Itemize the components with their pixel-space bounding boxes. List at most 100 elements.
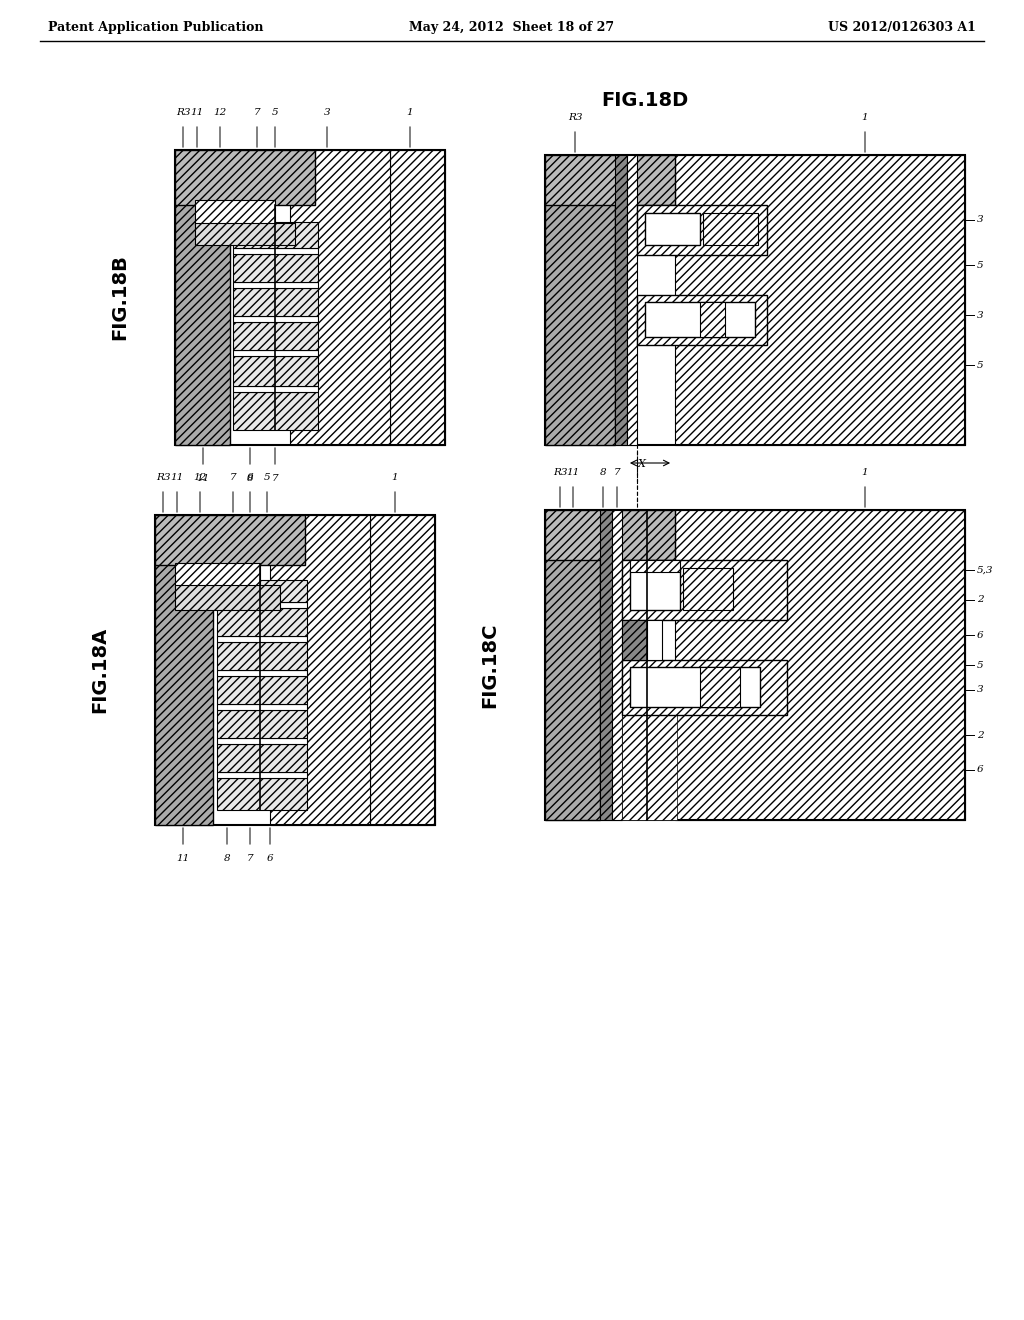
Text: FIG.18C: FIG.18C bbox=[480, 622, 500, 708]
Bar bbox=[217, 777, 307, 810]
Bar bbox=[637, 294, 767, 345]
Bar bbox=[545, 154, 965, 445]
Bar bbox=[622, 560, 787, 620]
Text: 5,3: 5,3 bbox=[977, 565, 993, 574]
Bar bbox=[627, 154, 637, 445]
Text: 8: 8 bbox=[223, 854, 230, 863]
Text: 12: 12 bbox=[213, 108, 226, 117]
Bar bbox=[217, 642, 307, 671]
Text: 1: 1 bbox=[392, 473, 398, 482]
Text: 12: 12 bbox=[194, 473, 207, 482]
Bar bbox=[175, 150, 315, 205]
Bar bbox=[217, 772, 307, 777]
Text: 5: 5 bbox=[271, 108, 279, 117]
Text: May 24, 2012  Sheet 18 of 27: May 24, 2012 Sheet 18 of 27 bbox=[410, 21, 614, 33]
Text: 6: 6 bbox=[977, 766, 984, 775]
Text: 7: 7 bbox=[229, 473, 237, 482]
Text: 5: 5 bbox=[264, 473, 270, 482]
Bar bbox=[233, 315, 318, 322]
Bar bbox=[217, 738, 307, 744]
Bar bbox=[683, 568, 733, 610]
Bar bbox=[217, 710, 307, 738]
Bar bbox=[637, 205, 767, 255]
Bar bbox=[175, 585, 280, 610]
Bar bbox=[155, 515, 435, 825]
Bar bbox=[233, 392, 318, 430]
Bar bbox=[630, 667, 760, 708]
Text: 1: 1 bbox=[861, 469, 868, 477]
Bar bbox=[700, 667, 740, 708]
Text: 2: 2 bbox=[977, 730, 984, 739]
Text: 11: 11 bbox=[190, 108, 204, 117]
Text: FIG.18B: FIG.18B bbox=[111, 255, 129, 341]
Bar bbox=[233, 253, 318, 282]
Text: 11: 11 bbox=[197, 474, 210, 483]
Bar bbox=[622, 660, 787, 715]
Text: Patent Application Publication: Patent Application Publication bbox=[48, 21, 263, 33]
Bar bbox=[217, 609, 307, 636]
Bar bbox=[217, 676, 307, 704]
Text: 1: 1 bbox=[407, 108, 414, 117]
Text: 3: 3 bbox=[977, 685, 984, 694]
Bar bbox=[175, 150, 230, 445]
Bar bbox=[217, 579, 307, 602]
Text: R3: R3 bbox=[553, 469, 567, 477]
Text: 5: 5 bbox=[977, 660, 984, 669]
Bar bbox=[647, 620, 662, 660]
Bar bbox=[233, 385, 318, 392]
Bar bbox=[700, 302, 725, 337]
Bar bbox=[175, 150, 445, 445]
Text: 7: 7 bbox=[613, 469, 621, 477]
Bar bbox=[175, 564, 260, 587]
Bar bbox=[645, 213, 700, 246]
Bar bbox=[217, 671, 307, 676]
Text: 1: 1 bbox=[861, 114, 868, 121]
Bar bbox=[233, 356, 318, 385]
Bar bbox=[233, 350, 318, 356]
Bar bbox=[630, 560, 680, 572]
Bar bbox=[233, 222, 318, 248]
Bar bbox=[545, 510, 675, 560]
Bar bbox=[290, 150, 390, 445]
Bar bbox=[217, 704, 307, 710]
Text: 11: 11 bbox=[176, 854, 189, 863]
Text: 2: 2 bbox=[977, 595, 984, 605]
Bar bbox=[217, 636, 307, 642]
Text: 5: 5 bbox=[977, 260, 984, 269]
Text: X: X bbox=[638, 459, 646, 469]
Bar bbox=[675, 154, 965, 445]
Text: 5: 5 bbox=[977, 360, 984, 370]
Bar bbox=[195, 201, 275, 224]
Text: 3: 3 bbox=[977, 310, 984, 319]
Bar bbox=[217, 744, 307, 772]
Bar bbox=[545, 154, 675, 205]
Bar bbox=[233, 288, 318, 315]
Text: FIG.18D: FIG.18D bbox=[601, 91, 688, 110]
Bar bbox=[233, 282, 318, 288]
Bar bbox=[622, 620, 647, 660]
Text: 8: 8 bbox=[247, 474, 253, 483]
Text: 3: 3 bbox=[977, 215, 984, 224]
Text: US 2012/0126303 A1: US 2012/0126303 A1 bbox=[828, 21, 976, 33]
Text: 7: 7 bbox=[271, 474, 279, 483]
Text: 7: 7 bbox=[247, 854, 253, 863]
Bar bbox=[612, 510, 622, 820]
Text: R3: R3 bbox=[176, 108, 190, 117]
Text: 11: 11 bbox=[566, 469, 580, 477]
Text: R3: R3 bbox=[156, 473, 170, 482]
Text: R3: R3 bbox=[567, 114, 583, 121]
Text: 6: 6 bbox=[977, 631, 984, 639]
Bar bbox=[270, 515, 370, 825]
Bar bbox=[703, 213, 758, 246]
Text: 6: 6 bbox=[266, 854, 273, 863]
Bar bbox=[195, 223, 295, 246]
Bar bbox=[545, 510, 965, 820]
Bar bbox=[217, 602, 307, 609]
Text: FIG.18A: FIG.18A bbox=[90, 627, 110, 713]
Text: 3: 3 bbox=[324, 108, 331, 117]
Bar bbox=[630, 568, 680, 610]
Text: 11: 11 bbox=[170, 473, 183, 482]
Bar bbox=[622, 715, 677, 820]
Bar bbox=[645, 302, 755, 337]
Text: 6: 6 bbox=[247, 473, 253, 482]
